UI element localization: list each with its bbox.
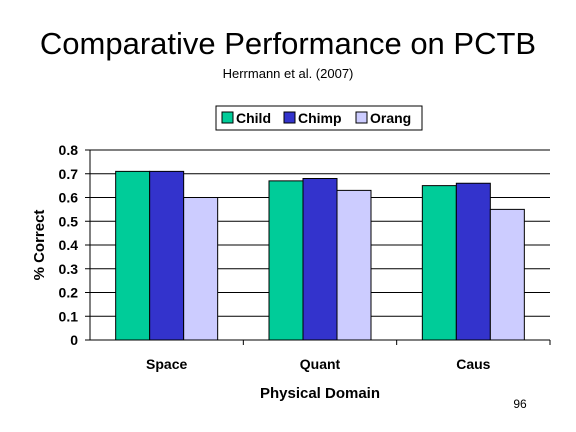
y-tick-label: 0.4 — [59, 237, 79, 253]
bars — [115, 170, 525, 341]
x-tick-label: Quant — [300, 356, 341, 372]
bar-chimp-space — [149, 170, 185, 341]
legend-label-child: Child — [236, 110, 271, 126]
bar-chimp-caus — [455, 182, 491, 341]
bar-child-quant — [268, 180, 304, 341]
legend-swatch-chimp — [283, 111, 296, 124]
y-tick-label: 0.6 — [59, 190, 79, 206]
y-tick-label: 0.7 — [59, 166, 79, 182]
bar-orang-quant — [336, 189, 372, 341]
y-tick-label: 0.2 — [59, 285, 79, 301]
bar-child-caus — [421, 185, 457, 341]
x-tick-label: Caus — [456, 356, 490, 372]
legend-label-chimp: Chimp — [298, 110, 342, 126]
page-number: 96 — [513, 397, 527, 411]
bar-orang-space — [183, 197, 219, 341]
bar-orang-caus — [489, 208, 525, 341]
legend: Child Chimp Orang — [215, 105, 423, 131]
y-tick-label: 0 — [70, 332, 78, 348]
bar-chimp-quant — [302, 178, 338, 341]
y-tick-label: 0.5 — [59, 213, 79, 229]
y-tick-label: 0.3 — [59, 261, 79, 277]
legend-box — [215, 105, 423, 131]
x-axis-title: Physical Domain — [260, 385, 380, 402]
bar-child-space — [115, 170, 151, 341]
y-tick-label: 0.8 — [59, 142, 79, 158]
axes: 0 0.1 0.2 0.3 0.4 0.5 0.6 0.7 0.8 Space Quant Caus — [59, 142, 551, 372]
y-tick-label: 0.1 — [59, 308, 79, 324]
slide-subtitle: Herrmann et al. (2007) — [222, 66, 354, 81]
legend-swatch-child — [221, 111, 234, 124]
y-axis-title: % Correct — [31, 210, 48, 281]
x-tick-label: Space — [146, 356, 187, 372]
legend-swatch-orang — [355, 111, 368, 124]
slide-title: Comparative Performance on PCTB — [39, 26, 537, 61]
legend-label-orang: Orang — [370, 110, 411, 126]
